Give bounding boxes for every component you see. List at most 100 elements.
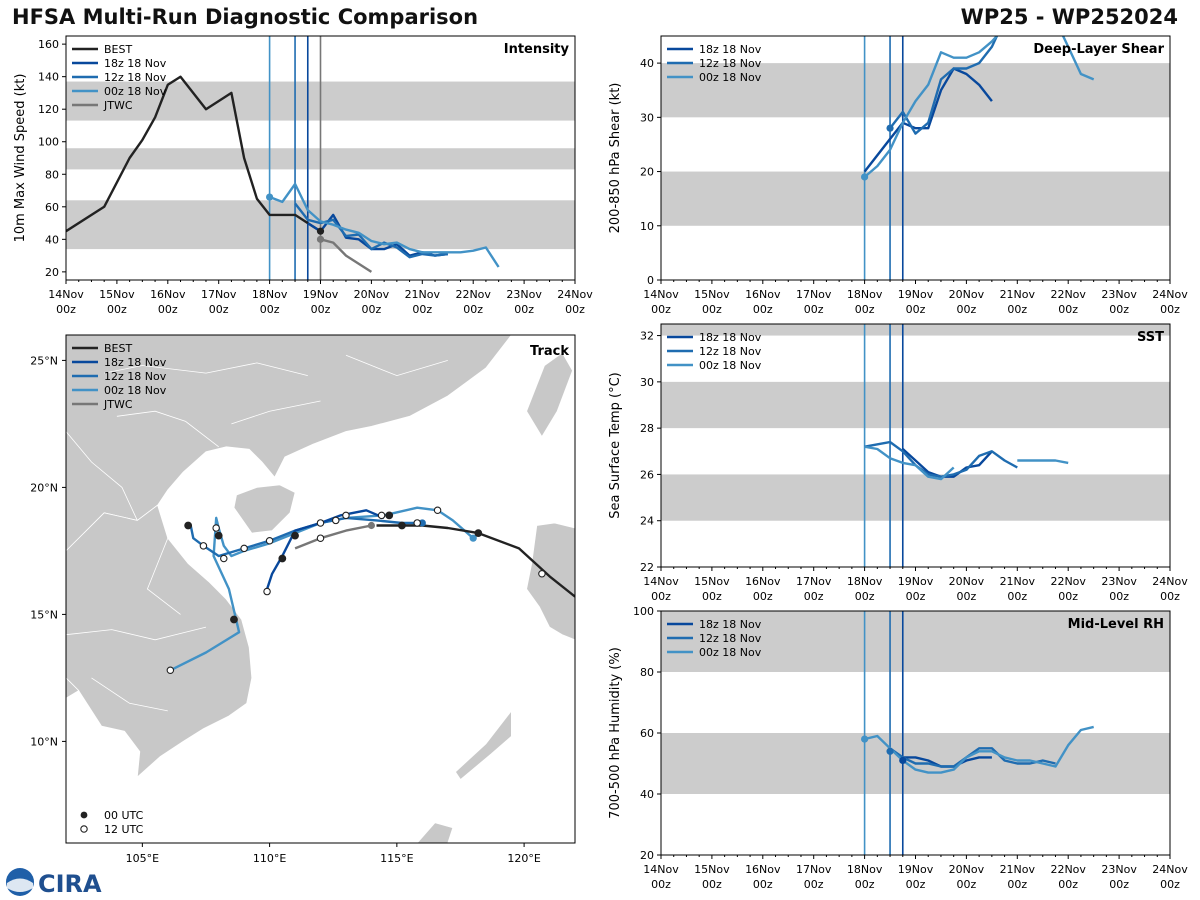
shear-y-tick-label: 30 <box>640 111 654 124</box>
rh-legend-label: 12z 18 Nov <box>699 632 762 645</box>
intensity-x-tick-sublabel: 00z <box>209 303 229 316</box>
rh-y-tick-label: 40 <box>640 788 654 801</box>
intensity-x-tick-label: 23Nov <box>506 288 542 301</box>
shear-x-tick-label: 19Nov <box>898 288 934 301</box>
shear-threshold-band <box>661 171 1170 226</box>
track-point-12utc <box>166 666 175 675</box>
rh-x-tick-label: 19Nov <box>898 863 934 876</box>
intensity-series-run12 <box>294 202 448 259</box>
sst-legend-label: 00z 18 Nov <box>699 359 762 372</box>
intensity-marker-jtwc <box>316 235 325 243</box>
rh-marker-run18 <box>899 756 907 765</box>
shear-series-run18 <box>863 67 993 173</box>
intensity-legend-label: 00z 18 Nov <box>104 85 167 98</box>
sst-x-tick-label: 21Nov <box>1000 575 1036 588</box>
rh-x-tick-sublabel: 00z <box>804 878 824 891</box>
shear-x-tick-label: 20Nov <box>949 288 985 301</box>
intensity-y-tick-label: 80 <box>45 168 59 181</box>
intensity-y-axis-label: 10m Max Wind Speed (kt) <box>13 74 28 243</box>
sst-x-tick-sublabel: 00z <box>1058 590 1078 603</box>
sst-y-tick-label: 24 <box>640 515 654 528</box>
track-forecast-point-run12 <box>418 519 426 527</box>
cira-logo-text: CIRA <box>38 870 102 898</box>
track-border-line <box>104 362 308 376</box>
intensity-y-tick-label: 120 <box>38 103 59 116</box>
track-series-run12 <box>189 516 418 558</box>
track-landmass <box>454 709 512 781</box>
sst-y-axis-label: Sea Surface Temp (°C) <box>608 372 623 519</box>
shear-x-tick-sublabel: 00z <box>906 303 926 316</box>
sst-x-tick-sublabel: 00z <box>957 590 977 603</box>
track-point-12utc <box>433 506 442 515</box>
rh-y-tick-label: 60 <box>640 727 654 740</box>
sst-x-tick-sublabel: 00z <box>804 590 824 603</box>
rh-x-tick-sublabel: 00z <box>753 878 773 891</box>
track-y-tick-label: 25°N <box>30 354 58 367</box>
rh-x-tick-sublabel: 00z <box>651 878 671 891</box>
sst-x-tick-label: 22Nov <box>1050 575 1086 588</box>
track-forecast-point-jtwc <box>367 521 375 530</box>
intensity-x-tick-sublabel: 00z <box>565 303 585 316</box>
sst-x-tick-sublabel: 00z <box>855 590 875 603</box>
sst-x-tick-label: 24Nov <box>1152 575 1188 588</box>
shear-x-tick-label: 21Nov <box>1000 288 1036 301</box>
track-legend-00utc-label: 00 UTC <box>104 809 144 822</box>
track-point-00utc <box>278 554 287 563</box>
shear-x-tick-label: 23Nov <box>1101 288 1137 301</box>
track-y-tick-label: 10°N <box>30 735 58 748</box>
shear-legend-label: 00z 18 Nov <box>699 71 762 84</box>
intensity-x-tick-label: 19Nov <box>303 288 339 301</box>
shear-legend-label: 18z 18 Nov <box>699 43 762 56</box>
track-landmass <box>66 677 80 699</box>
rh-x-tick-label: 15Nov <box>694 863 730 876</box>
track-panel-title: Track <box>530 344 569 359</box>
rh-x-tick-label: 16Nov <box>745 863 781 876</box>
sst-x-tick-label: 23Nov <box>1101 575 1137 588</box>
sst-x-tick-label: 20Nov <box>949 575 985 588</box>
track-panel: 105°E 110°E 115°E 120°E 10°N 15°N 20°N 25°N Trac… <box>30 334 576 865</box>
shear-x-tick-sublabel: 00z <box>1058 303 1078 316</box>
sst-x-tick-label: 17Nov <box>796 575 832 588</box>
sst-y-tick-label: 28 <box>640 422 654 435</box>
intensity-x-tick-sublabel: 00z <box>158 303 178 316</box>
track-point-12utc <box>263 587 271 596</box>
intensity-x-tick-sublabel: 00z <box>311 303 331 316</box>
intensity-x-tick-label: 14Nov <box>48 288 84 301</box>
intensity-x-tick-label: 24Nov <box>557 288 593 301</box>
shear-panel: 14Nov 00z 15Nov 00z 16Nov 00z 17Nov 00z 18Nov 00z… <box>608 35 1188 316</box>
shear-series-run00 <box>1062 36 1095 81</box>
shear-x-tick-sublabel: 00z <box>855 303 875 316</box>
sst-series-run00 <box>1017 459 1069 465</box>
track-point-00utc <box>398 521 406 530</box>
rh-plot-area <box>661 611 1170 855</box>
intensity-y-tick-label: 40 <box>45 233 59 246</box>
intensity-x-tick-sublabel: 00z <box>412 303 432 316</box>
track-legend-label: 18z 18 Nov <box>104 356 167 369</box>
intensity-x-tick-sublabel: 00z <box>107 303 127 316</box>
track-point-00utc <box>474 529 483 538</box>
intensity-x-tick-sublabel: 00z <box>260 303 280 316</box>
intensity-y-tick-label: 140 <box>38 71 59 84</box>
track-border-line <box>146 489 181 615</box>
rh-x-tick-sublabel: 00z <box>1007 878 1027 891</box>
track-legend-label: BEST <box>104 342 132 355</box>
track-landmass <box>66 504 253 778</box>
sst-legend-label: 12z 18 Nov <box>699 345 762 358</box>
sst-x-tick-label: 16Nov <box>745 575 781 588</box>
shear-x-tick-sublabel: 00z <box>957 303 977 316</box>
track-point-12utc <box>220 554 228 563</box>
shear-x-tick-label: 18Nov <box>847 288 883 301</box>
sst-y-tick-label: 26 <box>640 468 654 481</box>
track-point-00utc <box>230 615 238 624</box>
sst-x-tick-label: 18Nov <box>847 575 883 588</box>
track-map-area <box>66 335 575 843</box>
rh-x-tick-label: 23Nov <box>1101 863 1137 876</box>
track-legend-12utc-marker <box>80 825 88 833</box>
noaa-logo-wave <box>7 878 33 892</box>
shear-x-tick-label: 22Nov <box>1050 288 1086 301</box>
shear-x-tick-label: 16Nov <box>745 288 781 301</box>
sst-x-tick-sublabel: 00z <box>651 590 671 603</box>
intensity-x-tick-label: 17Nov <box>201 288 237 301</box>
track-series-run18 <box>265 509 385 590</box>
track-frame <box>65 334 576 844</box>
